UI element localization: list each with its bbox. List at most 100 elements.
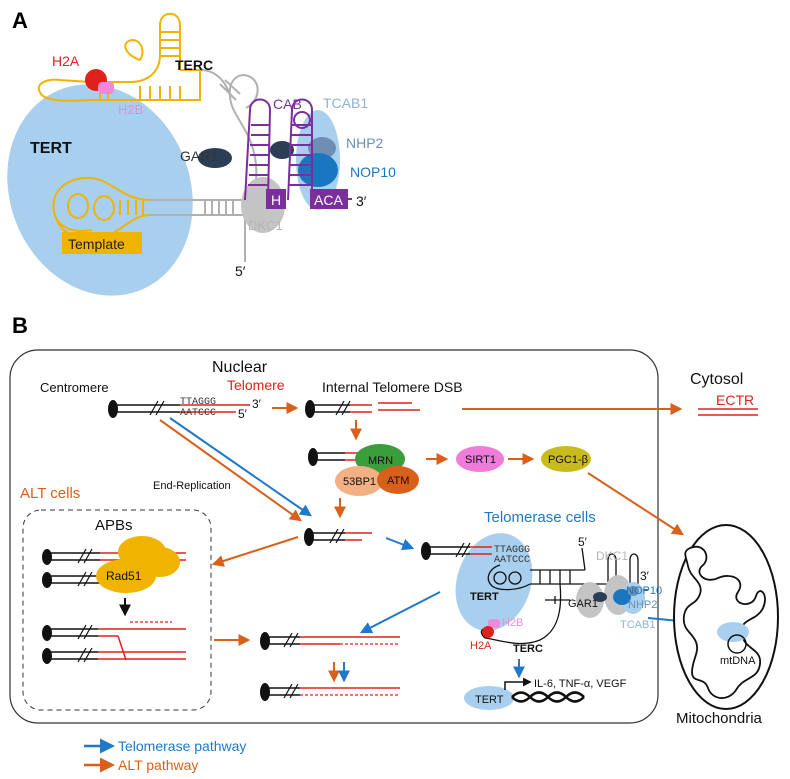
tert-gene-blob bbox=[464, 686, 514, 710]
aca-box-label: ACA bbox=[314, 192, 343, 208]
nop10-label-a: NOP10 bbox=[350, 164, 396, 180]
gar1-blob-b bbox=[593, 592, 607, 602]
pgc1-label: PGC1-β bbox=[548, 454, 588, 466]
pgc1-blob bbox=[541, 446, 591, 472]
gar1-blob-small bbox=[270, 141, 294, 159]
nop10-label-b: NOP10 bbox=[626, 585, 662, 597]
aca-box bbox=[310, 189, 348, 209]
53bp1-blob bbox=[335, 466, 383, 496]
panel-a-label: A bbox=[12, 8, 28, 33]
tcab1-label-a: TCAB1 bbox=[323, 95, 368, 111]
transcription-arrow bbox=[504, 677, 532, 690]
apb-chromosomes-bottom bbox=[42, 621, 186, 664]
nhp2-label-a: NHP2 bbox=[346, 135, 384, 151]
nhp2-label-b: NHP2 bbox=[628, 599, 657, 611]
panel-a: A bbox=[7, 8, 396, 296]
rad51-label: Rad51 bbox=[106, 569, 142, 583]
sirt1-blob bbox=[456, 446, 504, 472]
chromosome-mrn bbox=[308, 448, 360, 466]
gar1-blob bbox=[198, 148, 232, 168]
genes-label: IL-6, TNF-α, VEGF bbox=[534, 678, 627, 690]
h2a-histone-b bbox=[482, 626, 494, 638]
five-prime-b: 5′ bbox=[578, 535, 588, 549]
tert-label-a: TERT bbox=[30, 140, 72, 157]
arrow-end-replication-alt bbox=[159, 419, 302, 522]
legend-alt-label: ALT pathway bbox=[118, 757, 198, 773]
centromere-label: Centromere bbox=[40, 380, 109, 395]
mtdna-label: mtDNA bbox=[720, 655, 756, 667]
dkc1-label-a: DKC1 bbox=[248, 218, 283, 233]
dna-helix-2 bbox=[511, 691, 585, 703]
mitochondria-label: Mitochondria bbox=[676, 710, 763, 727]
h2a-label-a: H2A bbox=[52, 53, 80, 69]
terc-label-a: TERC bbox=[175, 57, 213, 73]
legend: Telomerase pathway ALT pathway bbox=[84, 738, 246, 773]
tcab1-label-b: TCAB1 bbox=[620, 619, 655, 631]
telomerase-cells-label: Telomerase cells bbox=[484, 509, 596, 526]
nucleus-outline bbox=[9, 349, 659, 724]
chromosome-dsb bbox=[305, 400, 420, 418]
arrow-to-telomerase-cells bbox=[385, 537, 415, 551]
apbs-label: APBs bbox=[95, 517, 133, 534]
arrow-telomerase-to-elongated bbox=[359, 591, 441, 634]
dkc1-label-b: DKC1 bbox=[596, 549, 628, 563]
three-prime-b: 3′ bbox=[640, 569, 650, 583]
centromere-5prime: 5′ bbox=[238, 407, 248, 421]
dkc1-blob-b-left bbox=[576, 582, 604, 618]
mtdna-tert-blob bbox=[717, 622, 749, 642]
nop10-blob bbox=[298, 153, 338, 187]
h-box-label: H bbox=[271, 192, 281, 208]
panel-b-label: B bbox=[12, 313, 28, 338]
h2b-histone-a bbox=[98, 82, 114, 94]
legend-telomerase-label: Telomerase pathway bbox=[118, 738, 246, 754]
cab-label: CAB bbox=[273, 96, 302, 112]
atm-label: ATM bbox=[387, 475, 409, 487]
tert-label-b: TERT bbox=[470, 591, 499, 603]
nhp2-blob-b bbox=[627, 586, 639, 596]
terc-label-b: TERC bbox=[513, 643, 543, 655]
end-replication-label: End-Replication bbox=[153, 480, 231, 492]
mrn-label: MRN bbox=[368, 455, 393, 467]
chromosome-centromere bbox=[108, 400, 250, 418]
template-box bbox=[62, 232, 142, 254]
h2a-label-b: H2A bbox=[470, 640, 492, 652]
mtdna-circle bbox=[727, 634, 747, 654]
chromosome-short bbox=[304, 528, 372, 546]
tert-ellipse-a bbox=[7, 84, 193, 296]
aatccc-seq: AATCCC bbox=[180, 408, 216, 419]
nuclear-label: Nuclear bbox=[212, 359, 268, 376]
chromosome-elongated-1 bbox=[260, 632, 400, 650]
h-box bbox=[266, 189, 286, 209]
ectr-label: ECTR bbox=[716, 392, 754, 408]
alt-cells-label: ALT cells bbox=[20, 485, 80, 502]
ttaggg-seq: TTAGGG bbox=[180, 397, 216, 408]
chromosome-elongated-2 bbox=[260, 683, 400, 701]
aatccc-seq-b: AATCCC bbox=[494, 555, 530, 566]
53bp1-label: 53BP1 bbox=[343, 476, 376, 488]
cytosol-label: Cytosol bbox=[690, 371, 743, 388]
five-prime-label-a: 5′ bbox=[235, 263, 246, 279]
apbs-box bbox=[22, 509, 212, 711]
gar1-label-a: GAR1 bbox=[180, 148, 218, 164]
three-prime-label-a: 3′ bbox=[356, 193, 367, 209]
h2b-histone-b bbox=[488, 619, 500, 628]
tert-gene-label: TERT bbox=[475, 694, 504, 706]
terc-yellow-strand bbox=[37, 12, 201, 239]
h2b-label-a: H2B bbox=[118, 102, 143, 117]
arrow-end-replication-telomerase bbox=[169, 417, 312, 517]
sirt1-label: SIRT1 bbox=[465, 454, 496, 466]
nop10-blob-b bbox=[613, 589, 631, 605]
chromosome-telomerase bbox=[421, 542, 492, 560]
internal-dsb-label: Internal Telomere DSB bbox=[322, 379, 463, 395]
ttaggg-seq-b: TTAGGG bbox=[494, 545, 530, 556]
mitochondrion-cristae bbox=[682, 545, 766, 699]
centromere-3prime: 3′ bbox=[252, 397, 262, 411]
tcab1-blob-b bbox=[621, 582, 645, 614]
template-label: Template bbox=[68, 236, 125, 252]
tert-ellipse-b bbox=[455, 533, 533, 631]
gar1-label-b: GAR1 bbox=[568, 598, 598, 610]
haca-purple-strand bbox=[244, 98, 313, 201]
rad51-blob-3 bbox=[96, 559, 156, 593]
atm-blob bbox=[377, 466, 419, 494]
